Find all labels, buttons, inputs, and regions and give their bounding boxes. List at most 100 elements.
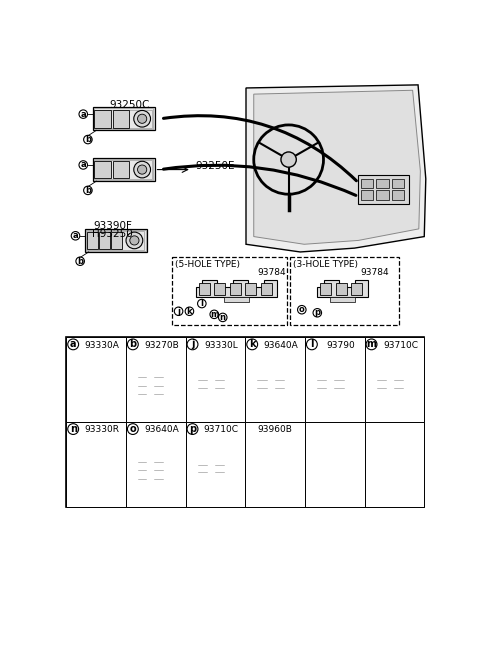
Text: (3-HOLE TYPE): (3-HOLE TYPE) bbox=[293, 260, 358, 270]
Bar bbox=[359, 175, 409, 204]
Bar bbox=[199, 283, 210, 295]
Polygon shape bbox=[407, 352, 413, 410]
Polygon shape bbox=[246, 85, 426, 252]
Text: H93250: H93250 bbox=[92, 229, 133, 239]
Circle shape bbox=[134, 110, 151, 127]
Polygon shape bbox=[228, 436, 234, 495]
Text: k: k bbox=[187, 307, 192, 316]
Text: 93790: 93790 bbox=[326, 340, 355, 350]
Bar bbox=[331, 366, 347, 405]
Text: o: o bbox=[299, 305, 305, 314]
Text: k: k bbox=[249, 339, 255, 350]
Bar bbox=[212, 366, 228, 405]
Bar bbox=[372, 361, 407, 410]
Bar bbox=[113, 110, 130, 127]
Bar bbox=[214, 283, 225, 295]
Bar bbox=[194, 451, 210, 490]
Bar bbox=[135, 450, 149, 491]
Polygon shape bbox=[109, 437, 115, 495]
Text: 93250C: 93250C bbox=[109, 100, 150, 110]
Text: 93710C: 93710C bbox=[204, 425, 239, 434]
Bar bbox=[95, 110, 152, 128]
Bar bbox=[212, 451, 228, 490]
Polygon shape bbox=[228, 352, 234, 410]
Polygon shape bbox=[312, 352, 353, 361]
Circle shape bbox=[130, 236, 139, 245]
Bar bbox=[272, 366, 287, 405]
Bar bbox=[94, 159, 154, 180]
Bar bbox=[99, 232, 110, 249]
Polygon shape bbox=[73, 352, 115, 361]
Polygon shape bbox=[73, 437, 115, 446]
Bar bbox=[152, 450, 166, 491]
Bar bbox=[76, 367, 105, 404]
Bar bbox=[129, 460, 133, 482]
Text: m: m bbox=[367, 339, 376, 350]
Polygon shape bbox=[317, 281, 368, 297]
Bar bbox=[392, 190, 404, 199]
Text: a: a bbox=[72, 232, 78, 240]
Text: 93330A: 93330A bbox=[84, 340, 120, 350]
Bar bbox=[360, 179, 373, 188]
Bar bbox=[186, 422, 245, 507]
Polygon shape bbox=[133, 354, 174, 361]
Text: l: l bbox=[200, 299, 204, 308]
Text: 93784: 93784 bbox=[258, 268, 286, 277]
Bar bbox=[73, 361, 109, 410]
Bar bbox=[73, 446, 109, 495]
Bar bbox=[95, 161, 111, 178]
Text: b: b bbox=[85, 186, 91, 195]
Bar bbox=[365, 337, 424, 422]
Bar bbox=[70, 376, 73, 396]
Polygon shape bbox=[252, 352, 293, 361]
Bar bbox=[351, 283, 362, 295]
Polygon shape bbox=[254, 91, 420, 244]
Bar bbox=[95, 160, 152, 179]
Circle shape bbox=[134, 161, 151, 178]
Bar bbox=[152, 365, 166, 406]
Polygon shape bbox=[196, 281, 277, 297]
Bar bbox=[376, 190, 389, 199]
Bar bbox=[66, 337, 126, 422]
Bar bbox=[85, 229, 147, 252]
Text: (5-HOLE TYPE): (5-HOLE TYPE) bbox=[176, 260, 240, 270]
Text: 93330R: 93330R bbox=[84, 425, 120, 434]
Bar bbox=[82, 461, 98, 480]
Text: a: a bbox=[81, 161, 86, 169]
Bar bbox=[87, 231, 144, 250]
Bar bbox=[133, 446, 167, 495]
Polygon shape bbox=[192, 436, 234, 446]
Bar bbox=[70, 461, 73, 480]
Bar bbox=[245, 337, 305, 422]
Bar bbox=[249, 375, 252, 396]
Bar bbox=[230, 283, 240, 295]
Bar bbox=[192, 446, 228, 495]
Text: n: n bbox=[220, 313, 226, 322]
Text: b: b bbox=[77, 256, 83, 266]
Text: 93640A: 93640A bbox=[144, 425, 179, 434]
Bar bbox=[252, 361, 288, 410]
Polygon shape bbox=[133, 438, 174, 446]
Text: j: j bbox=[177, 307, 180, 316]
Bar bbox=[330, 297, 355, 302]
Text: l: l bbox=[310, 339, 313, 350]
Bar bbox=[314, 366, 329, 405]
Bar bbox=[376, 179, 389, 188]
Text: 93784: 93784 bbox=[360, 268, 388, 277]
Bar bbox=[172, 257, 287, 325]
Bar bbox=[87, 232, 97, 249]
Text: b: b bbox=[85, 135, 91, 144]
Bar bbox=[261, 462, 277, 483]
Polygon shape bbox=[167, 438, 174, 495]
Text: 93640A: 93640A bbox=[264, 340, 299, 350]
Bar bbox=[113, 161, 130, 178]
Text: n: n bbox=[70, 424, 77, 434]
Text: p: p bbox=[189, 424, 196, 434]
Polygon shape bbox=[372, 352, 413, 361]
Text: 93270B: 93270B bbox=[144, 340, 179, 350]
Bar bbox=[194, 366, 210, 405]
Text: 93250E: 93250E bbox=[196, 161, 235, 171]
Bar bbox=[66, 337, 424, 507]
Bar bbox=[261, 283, 272, 295]
Text: a: a bbox=[70, 339, 76, 350]
